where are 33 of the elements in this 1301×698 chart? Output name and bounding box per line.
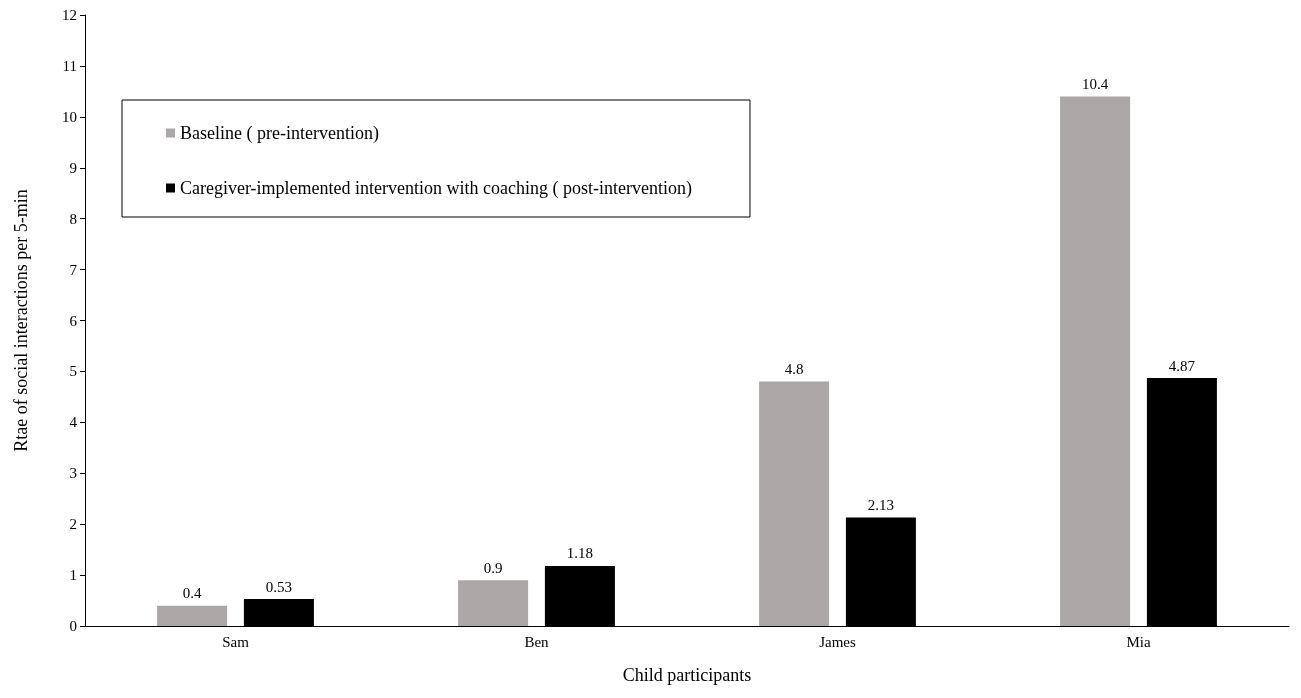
data-label: 1.18 (566, 545, 594, 562)
legend-label: Caregiver-implemented intervention with coaching ( post-intervention) (180, 178, 692, 199)
data-label: 0.53 (265, 578, 293, 595)
data-label: 0.9 (483, 559, 503, 576)
data-label: 10.4 (1081, 75, 1109, 92)
y-tick-label: 8 (69, 210, 77, 227)
data-label: 4.8 (784, 361, 804, 378)
x-tick-label: James (819, 633, 856, 650)
y-tick-label: 5 (69, 363, 77, 380)
x-tick-label: Mia (1126, 633, 1151, 650)
y-tick-label: 12 (62, 7, 77, 23)
data-label: 4.87 (1168, 357, 1196, 374)
x-axis-title: Child participants (622, 665, 752, 685)
y-axis-title: Rtae of social interactions per 5-min (11, 189, 31, 452)
y-tick-label: 0 (69, 618, 77, 634)
data-label: 0.4 (182, 585, 202, 602)
bar (759, 381, 830, 626)
y-tick-label: 11 (62, 57, 77, 74)
y-tick-label: 9 (69, 159, 77, 176)
legend-label: Baseline ( pre-intervention) (180, 123, 379, 144)
y-tick-label: 2 (69, 516, 77, 533)
bar (1060, 96, 1131, 626)
x-tick-label: Sam (222, 633, 250, 650)
y-tick-label: 4 (69, 414, 78, 431)
y-tick-label: 6 (69, 312, 78, 329)
data-label: 2.13 (867, 497, 895, 514)
x-tick-label: Ben (524, 633, 550, 650)
y-tick-label: 10 (62, 108, 77, 125)
bar (157, 605, 228, 626)
bar (458, 580, 529, 626)
y-tick-label: 7 (69, 261, 78, 278)
y-tick-label: 1 (69, 567, 77, 584)
y-tick-label: 3 (69, 465, 77, 482)
